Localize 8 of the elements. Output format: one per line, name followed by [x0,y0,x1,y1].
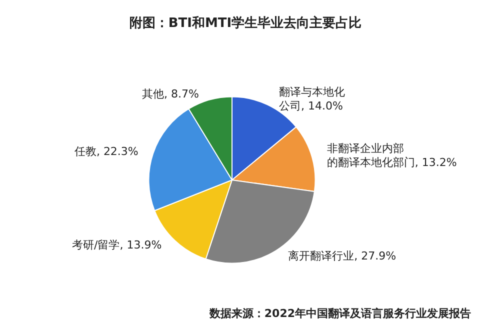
slice-label: 翻译与本地化公司, 14.0% [279,86,345,113]
chart-title: 附图：BTI和MTI学生毕业去向主要占比 [129,15,362,31]
slice-label: 非翻译企业内部的翻译本地化部门, 13.2% [326,142,457,170]
slice-label: 任教, 22.3% [73,145,138,158]
source-note: 数据来源：2022年中国翻译及语言服务行业发展报告 [208,307,472,320]
slice-label: 其他, 8.7% [142,88,199,101]
slice-label: 离开翻译行业, 27.9% [288,249,396,262]
slice-label: 考研/留学, 13.9% [72,238,162,252]
